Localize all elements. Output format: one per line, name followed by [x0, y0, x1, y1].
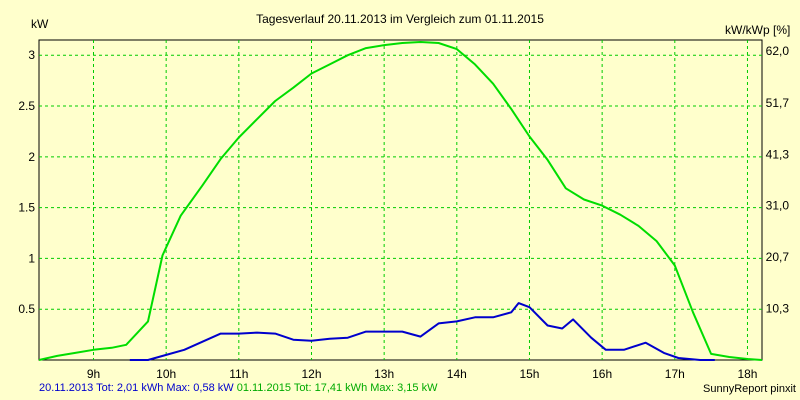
chart-title: Tagesverlauf 20.11.2013 im Vergleich zum…: [256, 12, 544, 26]
series-lines: [38, 41, 763, 361]
y2-tick-label: 20,7: [766, 250, 790, 264]
y-tick-label: 3: [28, 48, 35, 62]
y-tick-label: 1: [28, 251, 35, 265]
x-tick-label: 10h: [156, 367, 176, 381]
chart-footer: 20.11.2013 Tot: 2,01 kWh Max: 0,58 kW 01…: [39, 382, 437, 394]
x-tick-label: 12h: [301, 367, 321, 381]
y-tick-label: 0.5: [18, 302, 35, 316]
series-line-1: [129, 302, 715, 361]
plot-frame: [38, 39, 763, 361]
x-tick-label: 16h: [592, 367, 612, 381]
y2-tick-label: 62,0: [766, 44, 790, 58]
x-tick-label: 17h: [665, 367, 685, 381]
y2-tick-label: 31,0: [766, 199, 790, 213]
x-tick-labels: 9h 10h 11h 12h 13h 14h 15h 16h 17h 18h: [87, 367, 758, 381]
footer-series-2-summary: 01.11.2015 Tot: 17,41 kWh Max: 3,15 kW: [236, 382, 438, 394]
y-axis-left-label: kW: [31, 17, 49, 31]
x-tick-label: 14h: [447, 367, 467, 381]
y2-tick-label: 41,3: [766, 147, 790, 161]
x-tick-label: 11h: [229, 367, 248, 381]
y2-tick-labels: 10,3 20,7 31,0 41,3 51,7 62,0: [766, 44, 790, 316]
y-tick-label: 1.5: [18, 201, 35, 215]
y2-tick-label: 51,7: [766, 96, 790, 110]
grid-lines: [39, 40, 762, 360]
y-axis-right-label: kW/kWp [%]: [725, 23, 790, 37]
series-line-2: [38, 41, 763, 361]
footer-series-1-summary: 20.11.2013 Tot: 2,01 kWh Max: 0,58 kW: [39, 382, 234, 394]
y-tick-label: 2.5: [18, 99, 35, 113]
footer-credit: SunnyReport pinxit: [703, 383, 796, 395]
y2-tick-label: 10,3: [766, 302, 790, 316]
y-tick-labels: 0.5 1 1.5 2 2.5 3: [18, 48, 35, 316]
x-tick-label: 18h: [737, 367, 757, 381]
x-tick-label: 9h: [87, 367, 100, 381]
x-tick-label: 13h: [374, 367, 394, 381]
y-tick-label: 2: [28, 150, 35, 164]
x-tick-label: 15h: [519, 367, 539, 381]
